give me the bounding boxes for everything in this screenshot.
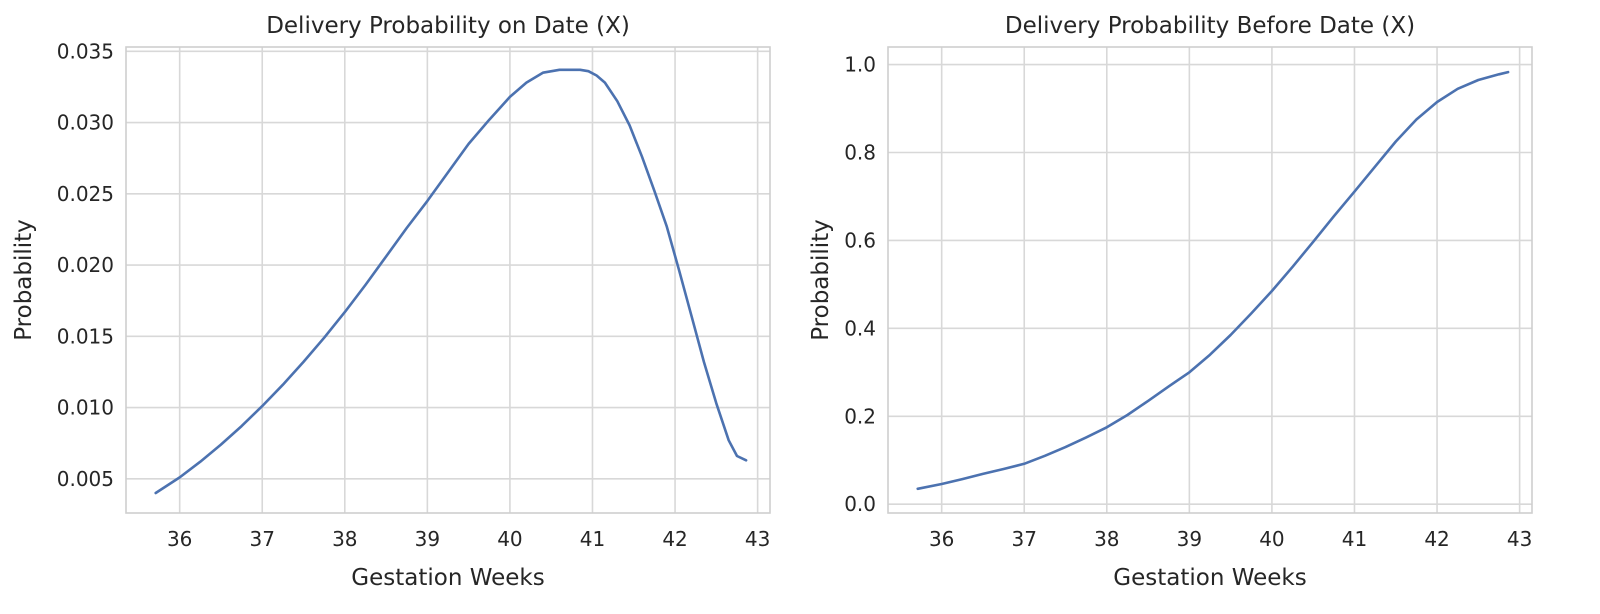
x-tick-label: 36	[929, 527, 954, 551]
x-tick-label: 41	[1342, 527, 1367, 551]
x-axis-label: Gestation Weeks	[351, 565, 544, 591]
x-tick-label: 40	[497, 527, 522, 551]
x-tick-label: 43	[1507, 527, 1532, 551]
y-tick-label: 0.030	[57, 111, 114, 135]
chart-panel-1: 36 37 38 39 40 41 42 43 0.005 0.010 0.015 0.020 0.02…	[11, 13, 771, 591]
x-axis-label: Gestation Weeks	[1113, 565, 1306, 591]
y-tick-label: 0.2	[844, 404, 876, 428]
series-line	[916, 70, 1510, 491]
x-tick-label: 39	[1177, 527, 1202, 551]
y-tick-label: 0.015	[57, 324, 114, 348]
x-tick-label: 37	[1012, 527, 1037, 551]
y-tick-label: 0.035	[57, 39, 114, 63]
chart-title: Delivery Probability Before Date (X)	[1005, 13, 1415, 39]
x-tick-label: 39	[415, 527, 440, 551]
y-tick-label: 0.6	[844, 228, 876, 252]
y-tick-label: 0.8	[844, 141, 876, 165]
series-line	[154, 68, 748, 495]
y-tick-label: 0.010	[57, 396, 114, 420]
y-axis-label: Probability	[808, 219, 834, 341]
y-tick-label: 0.4	[844, 316, 876, 340]
chart-panel-2: 36 37 38 39 40 41 42 43 0.0 0.2 0.4 0.6 0.8 1.0 Delive…	[808, 13, 1533, 591]
x-tick-label: 37	[250, 527, 275, 551]
y-tick-label: 0.020	[57, 253, 114, 277]
x-tick-label: 41	[580, 527, 605, 551]
x-tick-label: 42	[662, 527, 687, 551]
x-tick-label: 36	[167, 527, 192, 551]
x-tick-label: 38	[1094, 527, 1119, 551]
x-tick-label: 40	[1259, 527, 1284, 551]
x-tick-label: 38	[332, 527, 357, 551]
plot-frame	[125, 46, 771, 514]
x-tick-label: 43	[745, 527, 770, 551]
y-tick-label: 0.0	[844, 492, 876, 516]
plot-frame	[887, 46, 1533, 514]
y-tick-label: 1.0	[844, 53, 876, 77]
y-axis-label: Probability	[11, 219, 37, 341]
x-tick-label: 42	[1424, 527, 1449, 551]
y-tick-label: 0.025	[57, 182, 114, 206]
y-tick-label: 0.005	[57, 467, 114, 491]
chart-title: Delivery Probability on Date (X)	[266, 13, 630, 39]
